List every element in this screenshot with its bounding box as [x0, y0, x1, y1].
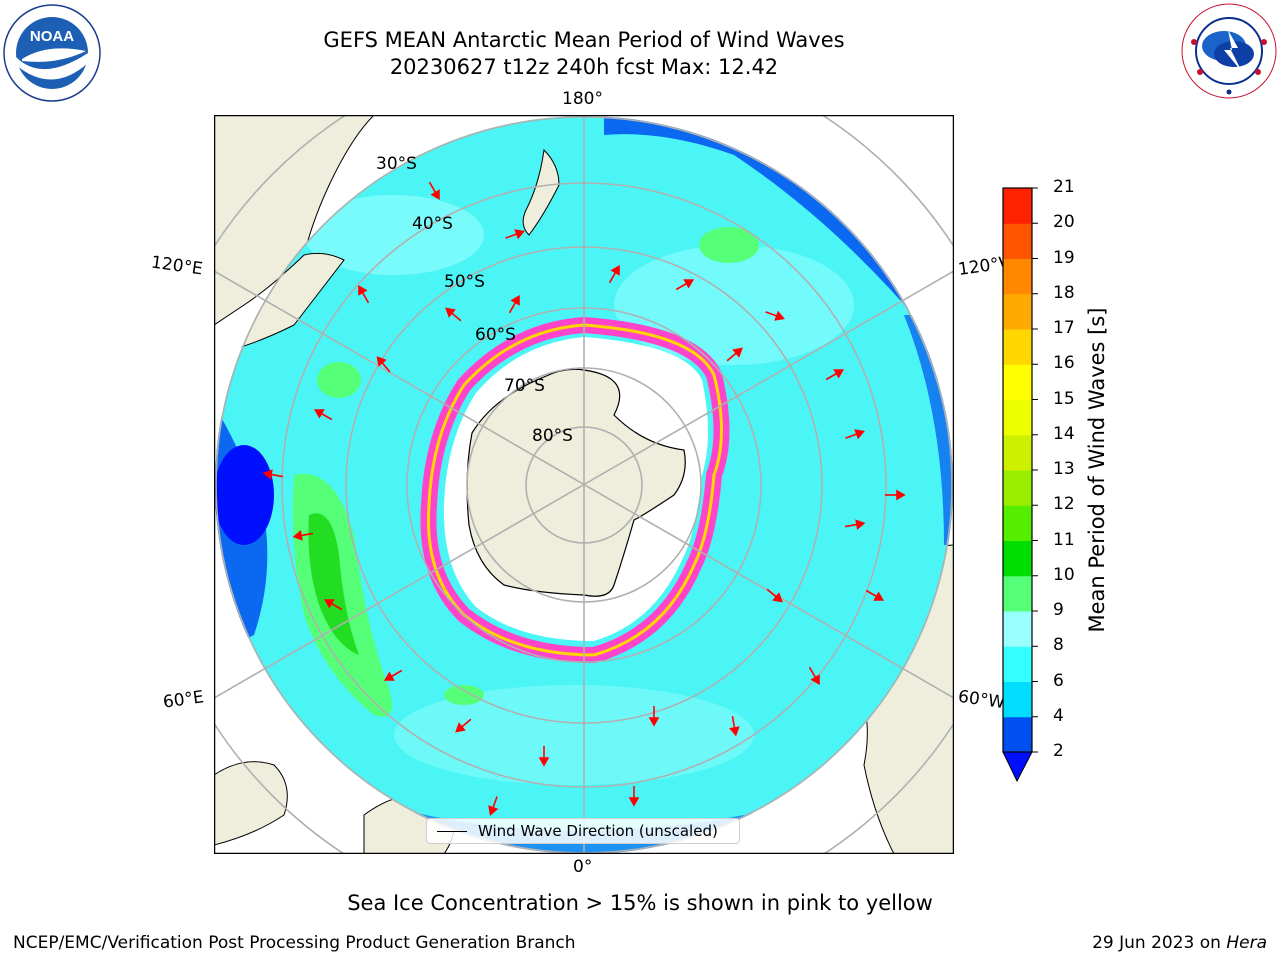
- colorbar-extend-arrow: [1002, 751, 1033, 783]
- colorbar-bin: [1003, 540, 1032, 577]
- colorbar: [1002, 187, 1038, 783]
- colorbar-tick-label: 13: [1053, 459, 1075, 479]
- lon-label-60w: 60°W: [956, 686, 1007, 714]
- lat-label-50s: 50°S: [444, 272, 485, 292]
- graticule: [214, 115, 954, 854]
- colorbar-tick-label: 15: [1053, 388, 1075, 409]
- map-panel: 30°S 40°S 50°S 60°S 70°S 80°S: [214, 115, 954, 854]
- colorbar-bin: [1003, 716, 1032, 753]
- colorbar-bin: [1003, 364, 1032, 400]
- legend-line-swatch: [437, 831, 467, 832]
- colorbar-tick-label: 11: [1053, 529, 1075, 550]
- colorbar-tick-label: 2: [1053, 741, 1064, 761]
- credit-machine: Hera: [1226, 933, 1267, 953]
- colorbar-tick-label: 9: [1053, 600, 1064, 620]
- colorbar-label: Mean Period of Wind Waves [s]: [1085, 307, 1109, 633]
- legend-label: Wind Wave Direction (unscaled): [478, 822, 718, 840]
- credit-date-text: 29 Jun 2023 on: [1092, 933, 1221, 953]
- colorbar-tick-label: 20: [1053, 212, 1075, 233]
- map-frame: [214, 115, 954, 854]
- colorbar-bin: [1003, 575, 1032, 612]
- wind-wave-arrows: [262, 181, 906, 816]
- chart-title: GEFS MEAN Antarctic Mean Period of Wind …: [323, 28, 845, 52]
- colorbar-bin: [1003, 223, 1032, 259]
- colorbar-tick-label: 14: [1053, 423, 1075, 444]
- colorbar-tick-label: 4: [1053, 705, 1064, 726]
- australia-land: [214, 115, 375, 326]
- lat-label-70s: 70°S: [504, 376, 545, 396]
- colorbar-tick-label: 16: [1053, 353, 1075, 374]
- colorbar-bin: [1003, 329, 1032, 365]
- lat-label-30s: 30°S: [376, 154, 417, 174]
- colorbar-tick-label: 8: [1053, 635, 1064, 656]
- africa-land: [214, 761, 288, 846]
- credit-date: 29 Jun 2023 on Hera: [1092, 933, 1267, 953]
- antarctica-land: [466, 368, 686, 597]
- colorbar-bin: [1003, 399, 1032, 436]
- colorbar-tick-label: 21: [1053, 177, 1075, 197]
- colorbar-bin: [1003, 646, 1032, 682]
- sea-ice-note: Sea Ice Concentration > 15% is shown in …: [347, 891, 933, 915]
- lon-label-0: 0°: [573, 857, 593, 877]
- colorbar-bin: [1003, 505, 1032, 541]
- lat-label-40s: 40°S: [412, 214, 453, 234]
- lon-label-180: 180°: [562, 89, 603, 109]
- nws-logo: [1181, 3, 1277, 99]
- colorbar-tick-label: 18: [1053, 282, 1075, 303]
- colorbar-bin: [1003, 293, 1032, 330]
- colorbar-tick-label: 12: [1053, 494, 1075, 515]
- map-legend: Wind Wave Direction (unscaled): [426, 818, 740, 844]
- lon-label-120e: 120°E: [149, 252, 204, 280]
- credit-branch: NCEP/EMC/Verification Post Processing Pr…: [13, 933, 576, 953]
- lat-label-80s: 80°S: [532, 426, 573, 446]
- colorbar-bin: [1003, 681, 1032, 718]
- lon-label-60e: 60°E: [161, 687, 206, 713]
- colorbar-bin: [1003, 470, 1032, 506]
- colorbar-bin: [1003, 258, 1032, 295]
- svg-text:NOAA: NOAA: [30, 28, 74, 45]
- chart-subtitle: 20230627 t12z 240h fcst Max: 12.42: [389, 55, 779, 79]
- colorbar-bin: [1003, 434, 1032, 471]
- noaa-logo: NOAA: [3, 4, 101, 102]
- colorbar-tick-label: 6: [1053, 670, 1064, 691]
- colorbar-bin: [1003, 611, 1032, 647]
- colorbar-bin: [1003, 188, 1032, 224]
- colorbar-tick-label: 10: [1053, 564, 1075, 585]
- lat-label-60s: 60°S: [475, 325, 516, 345]
- new-zealand-land: [522, 148, 560, 236]
- colorbar-tick-label: 17: [1053, 318, 1075, 338]
- colorbar-tick-label: 19: [1053, 247, 1075, 268]
